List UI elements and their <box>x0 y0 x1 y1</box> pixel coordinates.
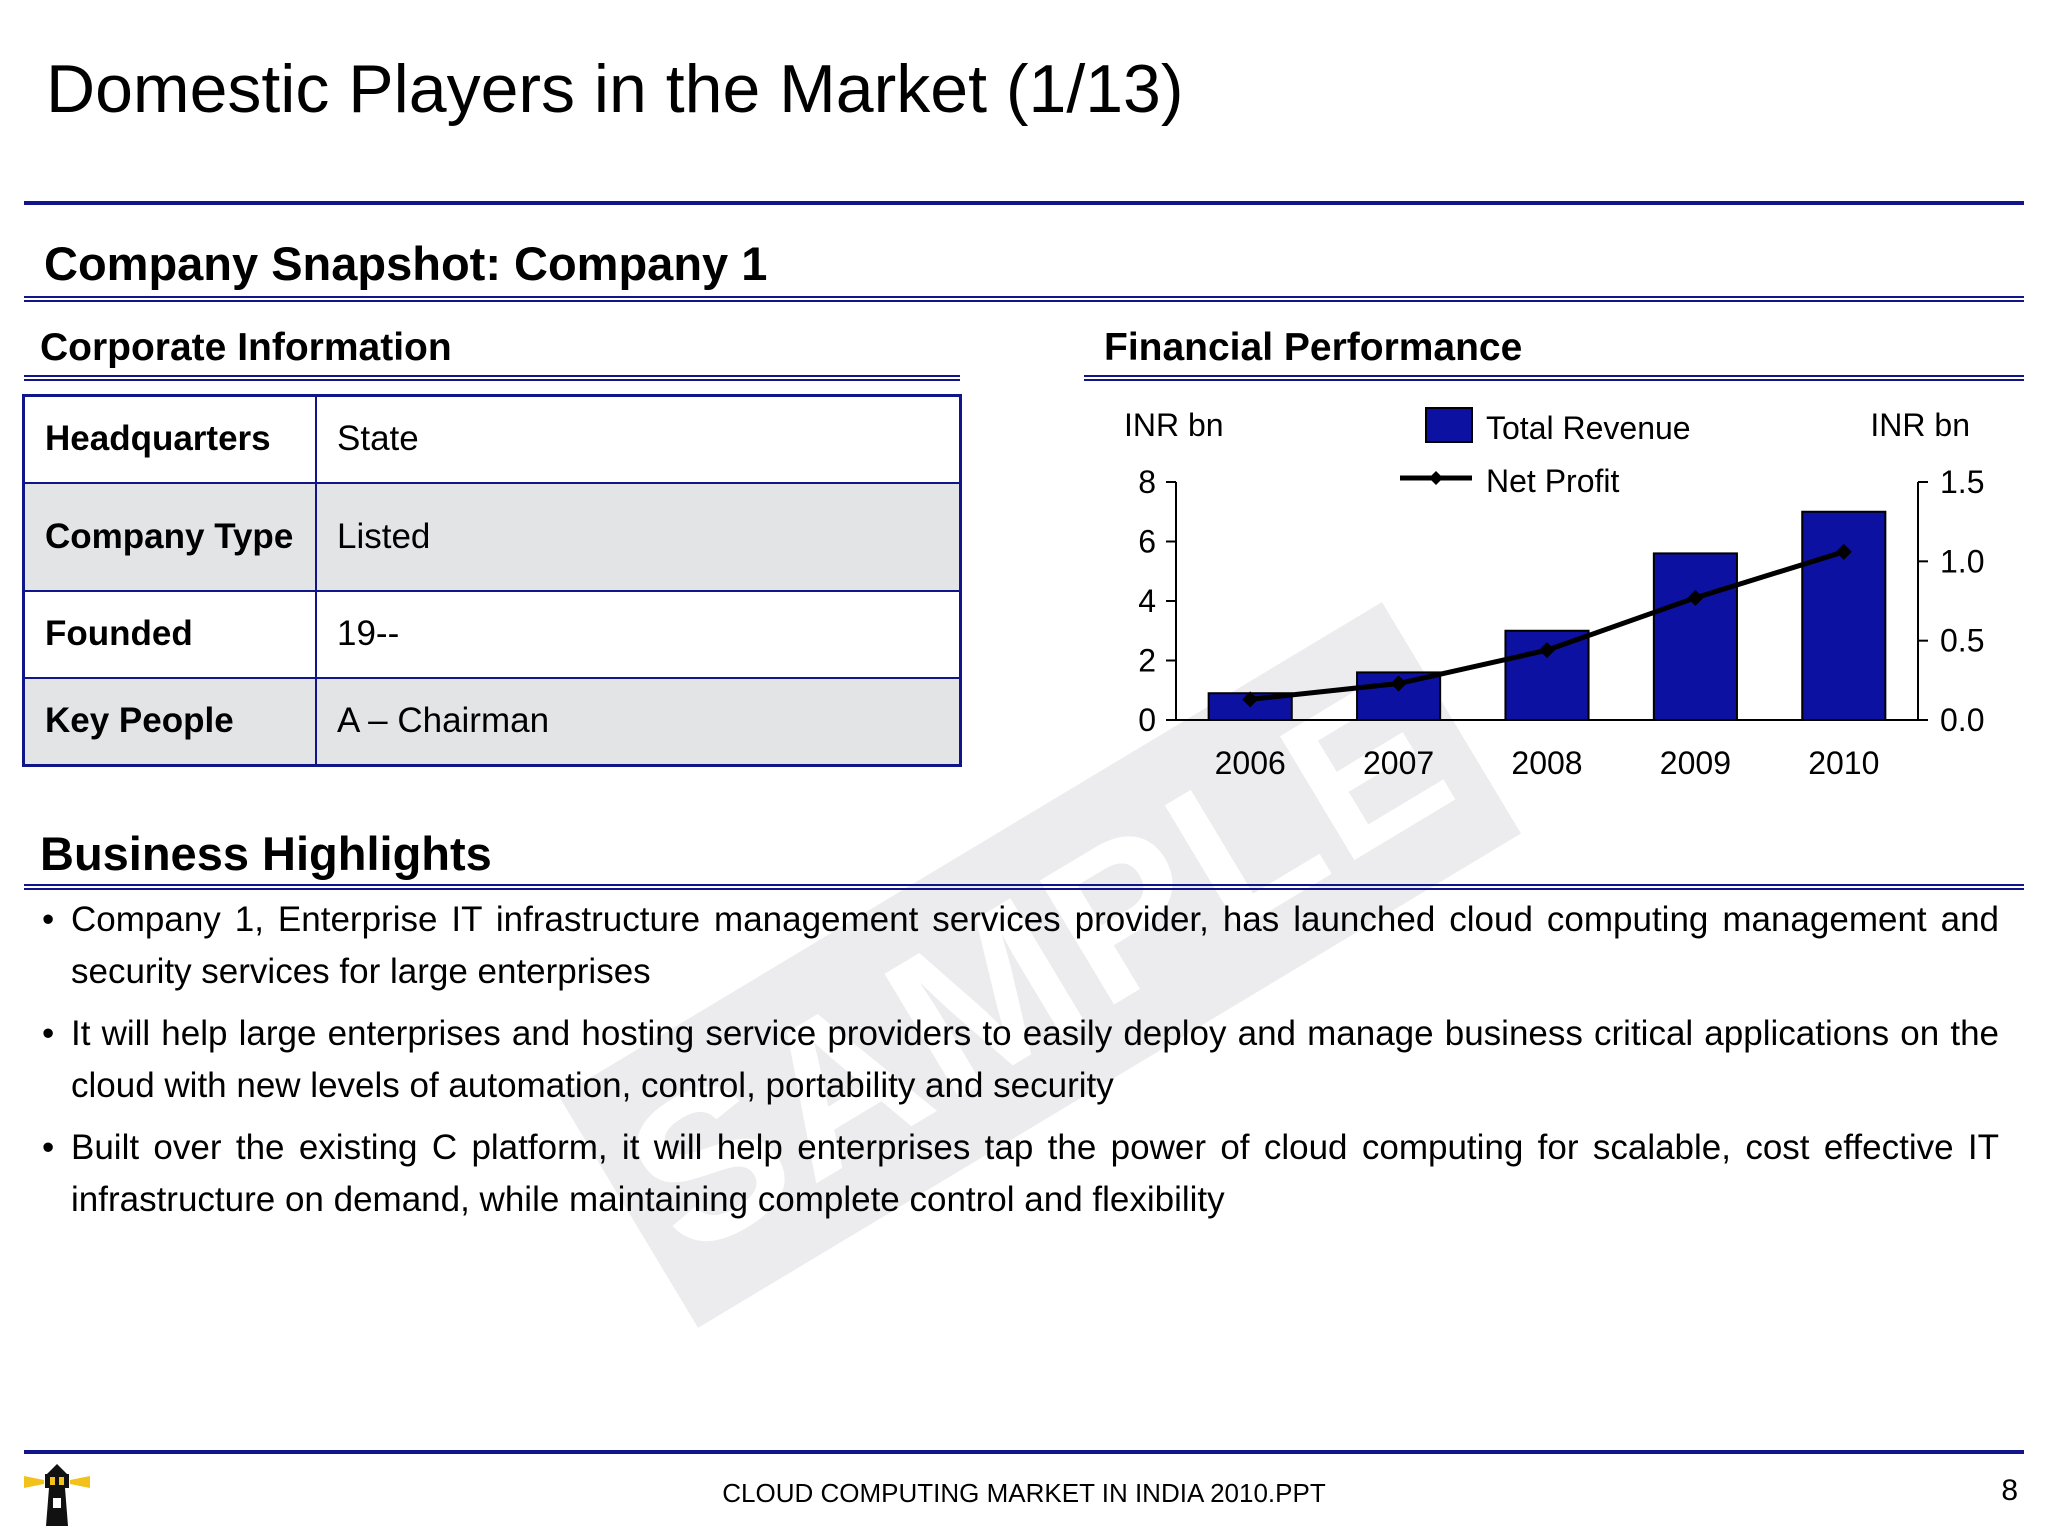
x-tick-label: 2007 <box>1363 745 1434 781</box>
table-row: Company Type Listed <box>22 481 962 592</box>
list-item-text: Built over the existing C platform, it w… <box>71 1128 1999 1219</box>
highlights-rule <box>24 884 2024 890</box>
row-value: Listed <box>315 481 962 592</box>
legend-swatch-total-revenue <box>1425 407 1473 443</box>
table-row: Founded 19-- <box>22 589 962 679</box>
y-tick-label-right: 0.5 <box>1940 623 1984 659</box>
bar-total-revenue <box>1356 671 1442 721</box>
lighthouse-icon <box>24 1464 90 1526</box>
point-net-profit <box>1242 691 1259 708</box>
row-value: State <box>315 394 962 484</box>
row-label: Founded <box>22 589 317 679</box>
y-tick-label-left: 8 <box>1138 464 1156 500</box>
y-tick-label-left: 0 <box>1138 702 1156 738</box>
bullet-symbol: • <box>42 900 55 939</box>
highlights-list: • Company 1, Enterprise IT infrastructur… <box>42 894 1999 1236</box>
y-tick-label-left: 4 <box>1138 583 1156 619</box>
y-axis-right-label: INR bn <box>1870 407 1970 443</box>
y-tick-label-right: 1.5 <box>1940 464 1984 500</box>
x-tick-label: 2008 <box>1511 745 1582 781</box>
page-title: Domestic Players in the Market (1/13) <box>46 51 1184 127</box>
list-item-text: It will help large enterprises and hosti… <box>71 1014 1999 1105</box>
snapshot-heading: Company Snapshot: Company 1 <box>44 237 768 290</box>
x-tick-label: 2006 <box>1215 745 1286 781</box>
corporate-rule <box>24 375 960 381</box>
plot-area: 0 2 4 6 8 0.0 0.5 1.0 1.5 2006 2007 2008 2009 2010 <box>1138 464 1984 781</box>
row-label: Company Type <box>22 481 317 592</box>
bullet-symbol: • <box>42 1128 55 1167</box>
row-label: Key People <box>22 676 317 767</box>
footer-rule <box>24 1450 2024 1454</box>
row-value: 19-- <box>315 589 962 679</box>
financial-rule <box>1084 375 2024 381</box>
table-row: Headquarters State <box>22 394 962 484</box>
point-net-profit <box>1539 642 1555 659</box>
table-row: Key People A – Chairman <box>22 676 962 767</box>
y-tick-label-right: 0.0 <box>1940 702 1984 738</box>
row-label: Headquarters <box>22 394 317 484</box>
financial-performance-chart: INR bn INR bn Total Revenue Net Profit 0… <box>1124 407 1984 781</box>
y-tick-label-left: 6 <box>1138 524 1156 560</box>
point-net-profit <box>1390 675 1407 692</box>
y-tick-label-right: 1.0 <box>1940 543 1984 579</box>
list-item: • Built over the existing C platform, it… <box>42 1122 1999 1226</box>
list-item: • Company 1, Enterprise IT infrastructur… <box>42 894 1999 998</box>
point-net-profit <box>1835 543 1852 560</box>
y-tick-label-left: 2 <box>1138 643 1156 679</box>
title-rule <box>24 201 2024 205</box>
bar-total-revenue <box>1652 552 1738 721</box>
snapshot-rule <box>24 296 2024 302</box>
financial-heading: Financial Performance <box>1104 326 1523 369</box>
legend-label-net-profit: Net Profit <box>1486 463 1619 499</box>
page-number: 8 <box>2001 1474 2018 1507</box>
legend-label-total-revenue: Total Revenue <box>1486 410 1691 446</box>
list-item-text: Company 1, Enterprise IT infrastructure … <box>71 900 1999 991</box>
highlights-heading: Business Highlights <box>40 827 492 880</box>
point-net-profit <box>1687 589 1704 606</box>
bar-total-revenue <box>1801 510 1887 721</box>
list-item: • It will help large enterprises and hos… <box>42 1008 1999 1112</box>
row-value: A – Chairman <box>315 676 962 767</box>
corporate-heading: Corporate Information <box>40 326 452 369</box>
x-tick-label: 2010 <box>1808 745 1879 781</box>
corporate-info-table: Headquarters State Company Type Listed F… <box>22 394 962 767</box>
bullet-symbol: • <box>42 1014 55 1053</box>
legend-marker-net-profit <box>1429 471 1443 485</box>
x-tick-label: 2009 <box>1660 745 1731 781</box>
footer-text: CLOUD COMPUTING MARKET IN INDIA 2010.PPT <box>722 1478 1326 1508</box>
y-axis-left-label: INR bn <box>1124 407 1224 443</box>
